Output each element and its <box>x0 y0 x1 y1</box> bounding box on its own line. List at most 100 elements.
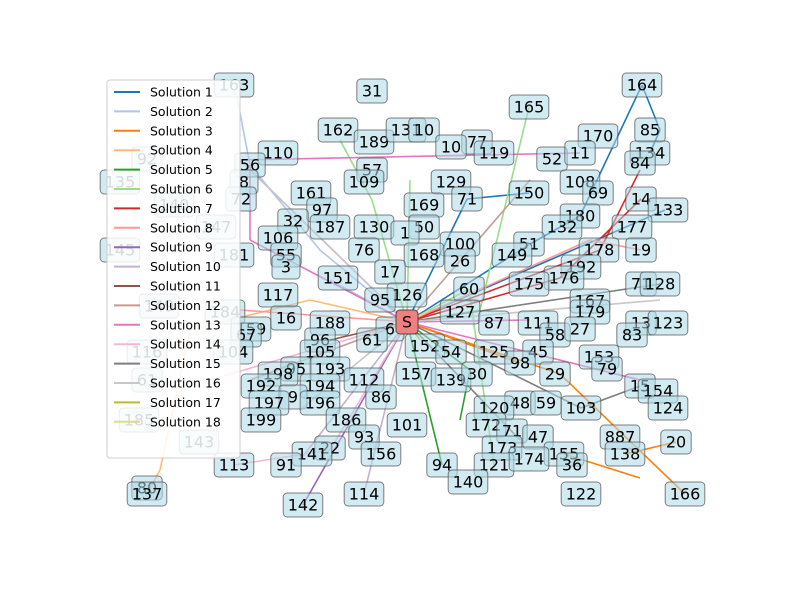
node-label: 121 <box>479 456 510 475</box>
node-165: 165 <box>508 94 550 120</box>
node-label: 117 <box>263 286 294 305</box>
node-150: 150 <box>508 180 550 206</box>
node-box <box>356 327 388 353</box>
node-label: 128 <box>645 275 676 294</box>
node-label: 85 <box>640 121 660 140</box>
legend-label: Solution 17 <box>150 395 221 410</box>
node-label: 122 <box>566 485 597 504</box>
node-174: 174 <box>508 446 550 472</box>
node-label: 127 <box>445 303 476 322</box>
node-label: 60 <box>459 280 479 299</box>
node-box <box>616 322 648 348</box>
node-79: 79 <box>591 356 623 382</box>
legend-entry: Solution 6 <box>114 182 213 197</box>
node-box <box>647 310 689 336</box>
legend-entry: Solution 3 <box>114 123 213 138</box>
legend-label: Solution 2 <box>150 104 213 119</box>
node-label: 156 <box>366 445 397 464</box>
node-85: 85 <box>634 117 666 143</box>
node-box <box>282 492 324 518</box>
node-box <box>625 237 657 263</box>
node-26: 26 <box>444 248 476 274</box>
node-label: 59 <box>536 394 556 413</box>
legend-label: Solution 1 <box>150 85 213 100</box>
node-label: 84 <box>630 154 650 173</box>
legend-entry: Solution 18 <box>114 414 221 429</box>
legend-label: Solution 15 <box>150 356 221 371</box>
node-label: 125 <box>479 343 510 362</box>
node-164: 164 <box>621 72 663 98</box>
node-122: 122 <box>560 481 602 507</box>
node-box <box>508 180 550 206</box>
node-box <box>508 446 550 472</box>
node-box <box>508 94 550 120</box>
node-box <box>541 214 583 240</box>
legend-label: Solution 13 <box>150 317 221 332</box>
node-98: 98 <box>504 350 536 376</box>
node-label: 119 <box>479 144 510 163</box>
node-137: 137 <box>126 481 168 507</box>
node-label: 19 <box>631 241 651 260</box>
node-box <box>491 242 533 268</box>
node-box <box>624 150 656 176</box>
node-label: 199 <box>246 411 277 430</box>
node-69: 69 <box>582 180 614 206</box>
node-label: 16 <box>276 309 296 328</box>
node-label: 132 <box>547 218 578 237</box>
node-label: 157 <box>401 365 432 384</box>
node-152: 152 <box>404 333 446 359</box>
node-box <box>556 452 588 478</box>
node-label: 14 <box>631 190 651 209</box>
legend: Solution 1 Solution 2 Solution 3 Solution 4… <box>106 79 241 459</box>
node-label: 138 <box>610 445 641 464</box>
node-20: 20 <box>660 429 692 455</box>
node-label: 83 <box>622 326 642 345</box>
node-label: 95 <box>370 291 390 310</box>
node-box <box>435 134 467 160</box>
node-box <box>126 481 168 507</box>
node-61: 61 <box>356 327 388 353</box>
node-box <box>660 429 692 455</box>
node-box <box>560 395 602 421</box>
node-box <box>435 339 467 365</box>
node-label: 139 <box>436 371 467 390</box>
node-label: 152 <box>410 337 441 356</box>
legend-entry: Solution 4 <box>114 143 213 158</box>
node-label: 123 <box>653 314 684 333</box>
node-label: 1 <box>400 224 410 243</box>
node-label: 103 <box>566 399 597 418</box>
node-17: 17 <box>374 259 406 285</box>
legend-label: Solution 3 <box>150 123 213 138</box>
node-label: 61 <box>362 331 382 350</box>
node-box <box>343 481 385 507</box>
node-box <box>451 186 483 212</box>
node-52: 52 <box>536 146 568 172</box>
legend-entry: Solution 17 <box>114 395 221 410</box>
node-box <box>386 412 428 438</box>
node-76: 76 <box>348 237 380 263</box>
legend-label: Solution 12 <box>150 298 221 313</box>
node-label: 3 <box>281 258 291 277</box>
node-label: 52 <box>542 150 562 169</box>
node-box <box>364 287 396 313</box>
node-label: 94 <box>432 456 452 475</box>
node-168: 168 <box>403 242 445 268</box>
node-11: 11 <box>564 140 596 166</box>
legend-entry: Solution 9 <box>114 240 213 255</box>
node-label: 31 <box>362 82 382 101</box>
node-label: 20 <box>666 433 686 452</box>
node-label: 187 <box>315 218 346 237</box>
legend-label: Solution 11 <box>150 279 221 294</box>
legend-entry: Solution 8 <box>114 220 213 235</box>
node-label: 101 <box>392 416 423 435</box>
node-box <box>403 242 445 268</box>
node-box <box>270 452 302 478</box>
node-123: 123 <box>647 310 689 336</box>
node-10: 10 <box>435 134 467 160</box>
node-label: 189 <box>359 133 390 152</box>
node-176: 176 <box>543 265 585 291</box>
node-label: 166 <box>670 485 701 504</box>
node-126: 126 <box>386 282 428 308</box>
node-label: 71 <box>457 190 477 209</box>
node-label: 133 <box>653 201 684 220</box>
